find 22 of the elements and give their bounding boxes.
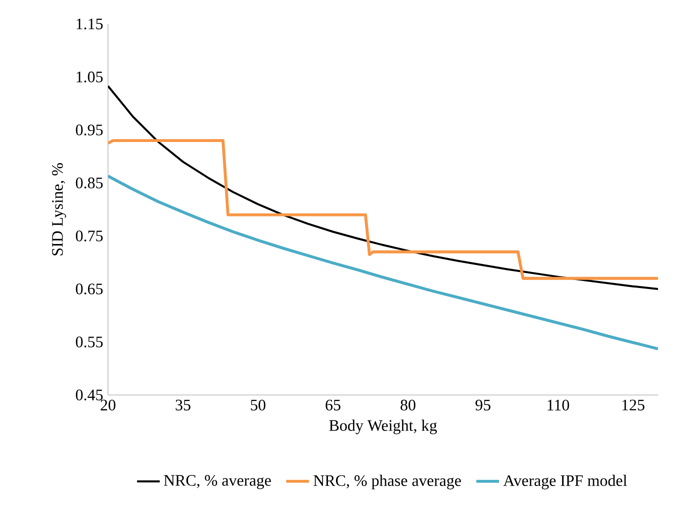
x-tick-label: 65 [326, 400, 340, 410]
y-tick-label: 0.45 [76, 390, 103, 400]
x-tick-label: 80 [400, 400, 416, 410]
y-tick-label: 0.85 [76, 178, 103, 188]
x-tick-label: 125 [622, 400, 644, 410]
y-tick-label: 0.65 [76, 284, 103, 294]
y-tick-label: 0.55 [76, 336, 103, 348]
x-tick-label: 95 [476, 400, 490, 410]
x-axis-title: Body Weight, kg [329, 420, 437, 434]
y-tick-label: 1.15 [76, 18, 103, 30]
x-tick-label: 110 [548, 400, 570, 410]
line-series [108, 139, 658, 280]
y-tick-label: 0.95 [76, 124, 103, 136]
legend-label: NRC, % phase average [314, 474, 461, 490]
x-tick-label: 35 [176, 400, 190, 410]
x-tick-label: 50 [250, 400, 266, 410]
y-tick-label: 1.05 [76, 72, 103, 82]
y-tick-label: 0.75 [76, 230, 103, 242]
legend-label: Average IPF model [503, 474, 627, 490]
x-tick-label: 20 [100, 400, 116, 410]
y-axis-title: SID Lysine, % [52, 163, 66, 256]
legend-label: NRC, % average [164, 475, 271, 490]
